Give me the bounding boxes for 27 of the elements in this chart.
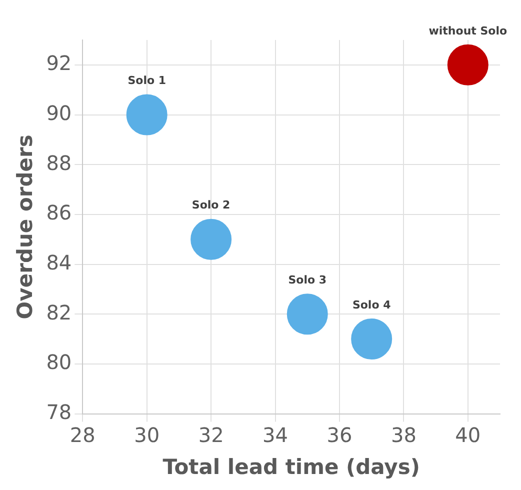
y-tick-label: 80 — [46, 350, 72, 374]
y-tick-label: 90 — [46, 100, 72, 125]
annotation: Solo 2 — [192, 198, 230, 212]
y-tick-label: 82 — [46, 300, 72, 324]
y-axis-title: Overdue orders — [13, 134, 38, 320]
y-tick-label: 86 — [46, 200, 72, 225]
x-tick-label: 30 — [134, 423, 160, 448]
x-axis-title: Total lead time (days) — [162, 454, 420, 479]
x-tick-label: 34 — [262, 423, 288, 448]
y-tick-label: 88 — [46, 150, 72, 175]
y-tick-label: 78 — [46, 400, 72, 424]
point — [126, 94, 168, 136]
x-tick-label: 40 — [455, 423, 481, 448]
annotation: without Solo — [428, 24, 508, 38]
x-tick-label: 36 — [326, 423, 352, 448]
point — [190, 218, 232, 260]
point — [447, 44, 488, 86]
annotation: Solo 1 — [128, 74, 166, 88]
annotation: Solo 3 — [288, 273, 327, 286]
point — [286, 294, 328, 335]
x-tick-label: 32 — [198, 423, 224, 448]
x-tick-label: 38 — [390, 423, 416, 448]
annotation: Solo 4 — [352, 298, 392, 312]
y-tick-label: 92 — [46, 51, 72, 76]
x-tick-label: 28 — [70, 423, 96, 448]
y-tick-label: 84 — [46, 250, 72, 274]
point — [351, 318, 392, 360]
